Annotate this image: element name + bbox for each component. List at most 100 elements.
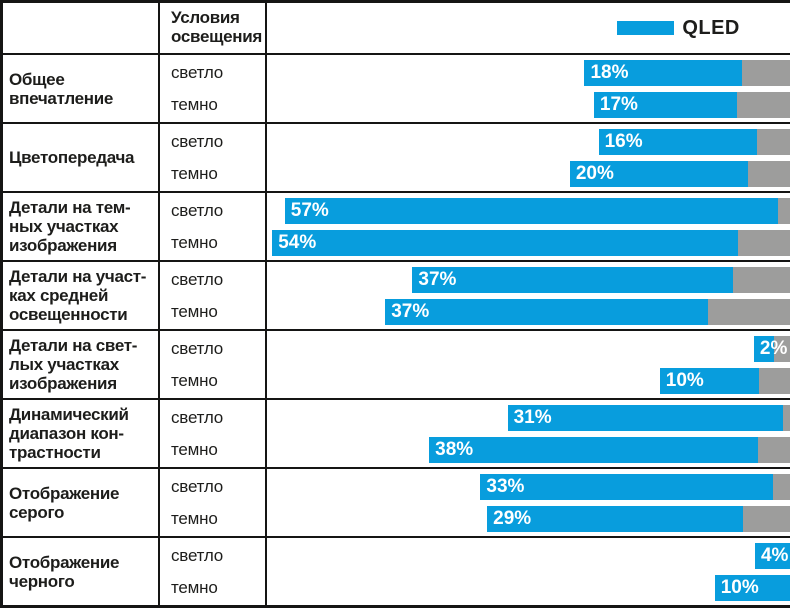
category-cell: Детали на тем- ных участках изображения — [3, 193, 160, 260]
bar-remainder — [758, 436, 790, 463]
bar-value-label: 54% — [278, 231, 317, 253]
bar-remainder — [737, 229, 790, 256]
legend-swatch-icon — [617, 21, 675, 35]
bar-value-label: 20% — [575, 162, 614, 184]
bar-qled: 31% — [507, 404, 784, 431]
legend-label: QLED — [682, 16, 740, 39]
bar-remainder — [783, 404, 790, 431]
bar-remainder — [757, 128, 790, 155]
bar-track-light: 31% — [267, 404, 790, 431]
bar-qled: 37% — [385, 298, 708, 325]
bar-value-label: 10% — [720, 576, 759, 598]
condition-light-label: светло — [171, 407, 224, 427]
condition-dark-label: темно — [171, 370, 218, 390]
bar-cell: 31% 38% — [267, 400, 790, 467]
bar-value-label: 37% — [418, 268, 457, 290]
category-label: Отображение серого — [9, 483, 120, 522]
condition-light-label: светло — [171, 200, 224, 220]
bar-track-dark: 38% — [267, 436, 790, 463]
bar-cell: 2% 10% — [267, 331, 790, 398]
bar-qled: 16% — [598, 128, 758, 155]
condition-dark-label: темно — [171, 94, 218, 114]
bar-remainder — [759, 367, 790, 394]
conditions-cell: светло темно — [160, 469, 267, 536]
category-cell: Детали на свет- лых участках изображения — [3, 331, 160, 398]
bar-value-label: 4% — [760, 544, 789, 566]
condition-light-label: светло — [171, 476, 224, 496]
table-row: Отображение серого светло темно 33% 29% — [3, 467, 790, 536]
category-label: Динамический диапазон кон- трастности — [9, 405, 129, 462]
bar-qled: 20% — [569, 160, 749, 187]
bar-qled: 4% — [754, 542, 790, 569]
bar-track-dark: 10% — [267, 367, 790, 394]
bar-cell: 16% 20% — [267, 124, 790, 191]
header-legend-cell: QLED — [267, 3, 790, 53]
bar-cell: 37% 37% — [267, 262, 790, 329]
header-conditions-cell: Условия освещения — [160, 3, 267, 53]
bar-remainder — [773, 335, 790, 362]
table-row: Цветопередача светло темно 16% 20% — [3, 122, 790, 191]
bar-remainder — [736, 91, 790, 118]
conditions-cell: светло темно — [160, 124, 267, 191]
condition-dark-label: темно — [171, 163, 218, 183]
bar-qled: 2% — [753, 335, 787, 362]
bar-value-label: 38% — [435, 438, 474, 460]
bar-value-label: 37% — [391, 300, 430, 322]
bar-qled: 54% — [272, 229, 738, 256]
bar-value-label: 29% — [493, 507, 532, 529]
bar-remainder — [772, 473, 790, 500]
bar-value-label: 17% — [599, 93, 638, 115]
bar-qled: 17% — [593, 91, 737, 118]
bar-cell: 33% 29% — [267, 469, 790, 536]
condition-light-label: светло — [171, 269, 224, 289]
category-label: Отображение черного — [9, 552, 120, 591]
bar-track-light: 18% — [267, 59, 790, 86]
category-cell: Детали на участ- ках средней освещенност… — [3, 262, 160, 329]
bar-value-label: 18% — [590, 61, 629, 83]
bar-track-dark: 54% — [267, 229, 790, 256]
condition-light-label: светло — [171, 62, 224, 82]
condition-dark-label: темно — [171, 232, 218, 252]
bar-track-light: 57% — [267, 197, 790, 224]
legend: QLED — [617, 17, 740, 40]
condition-light-label: светло — [171, 131, 224, 151]
bar-remainder — [742, 505, 790, 532]
header-empty-cell — [3, 3, 160, 53]
table-row: Динамический диапазон кон- трастности св… — [3, 398, 790, 467]
condition-dark-label: темно — [171, 577, 218, 597]
category-cell: Отображение серого — [3, 469, 160, 536]
table-row: Детали на свет- лых участках изображения… — [3, 329, 790, 398]
conditions-cell: светло темно — [160, 538, 267, 605]
bar-value-label: 57% — [290, 199, 329, 221]
table-row: Отображение черного светло темно 4% 10% — [3, 536, 790, 605]
bar-qled: 33% — [480, 473, 773, 500]
bar-qled: 29% — [487, 505, 743, 532]
bar-cell: 18% 17% — [267, 55, 790, 122]
condition-dark-label: темно — [171, 301, 218, 321]
bar-cell: 4% 10% — [267, 538, 790, 605]
bar-remainder — [741, 59, 790, 86]
category-cell: Отображение черного — [3, 538, 160, 605]
bar-track-dark: 37% — [267, 298, 790, 325]
conditions-cell: светло темно — [160, 55, 267, 122]
bar-qled: 38% — [429, 436, 759, 463]
bar-remainder — [707, 298, 790, 325]
condition-light-label: светло — [171, 338, 224, 358]
condition-light-label: светло — [171, 545, 224, 565]
category-label: Детали на тем- ных участках изображения — [9, 198, 131, 255]
bar-remainder — [732, 266, 790, 293]
bar-qled: 37% — [412, 266, 733, 293]
category-cell: Общее впечатление — [3, 55, 160, 122]
bar-value-label: 16% — [604, 130, 643, 152]
bar-track-dark: 17% — [267, 91, 790, 118]
conditions-title: Условия освещения — [171, 8, 263, 46]
bar-track-light: 33% — [267, 473, 790, 500]
category-label: Детали на свет- лых участках изображения — [9, 336, 138, 393]
bar-track-light: 37% — [267, 266, 790, 293]
bar-track-dark: 10% — [267, 574, 790, 601]
bar-track-dark: 20% — [267, 160, 790, 187]
bar-qled: 10% — [659, 367, 760, 394]
conditions-cell: светло темно — [160, 193, 267, 260]
category-label: Цветопередача — [9, 148, 135, 167]
